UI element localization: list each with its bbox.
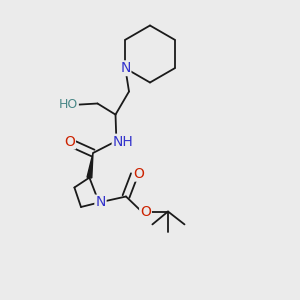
Text: NH: NH <box>112 135 134 148</box>
Text: O: O <box>133 167 144 181</box>
Text: O: O <box>64 135 75 148</box>
Text: HO: HO <box>59 98 78 112</box>
Text: N: N <box>95 196 106 209</box>
Polygon shape <box>87 153 93 178</box>
Text: N: N <box>120 61 130 75</box>
Text: O: O <box>140 206 151 219</box>
